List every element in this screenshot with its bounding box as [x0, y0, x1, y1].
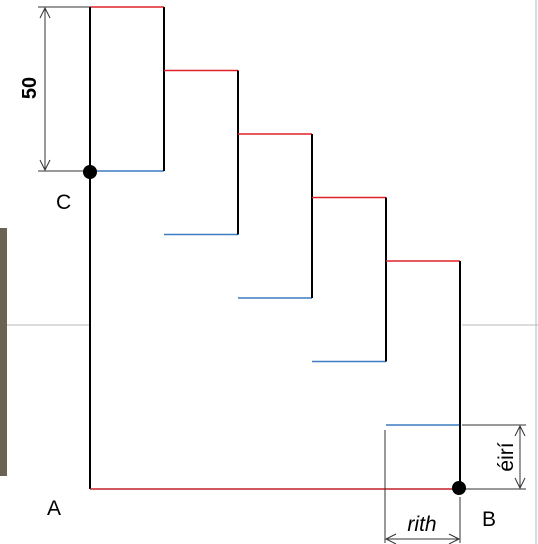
point-a-label: A	[47, 497, 61, 520]
point-b-label: B	[482, 508, 496, 531]
step-block-1	[90, 6, 165, 172]
point-c-marker	[83, 165, 97, 179]
step-block-3	[238, 133, 313, 299]
background-photo-strip	[0, 228, 7, 476]
step-block-4	[312, 196, 387, 363]
run-dimension-label: rith	[407, 513, 436, 536]
point-b-marker	[452, 481, 466, 495]
steps-group	[90, 6, 461, 489]
step-block-2	[164, 69, 239, 236]
height-dim-arrow-top	[39, 6, 51, 19]
run-dim-arrow-left	[384, 533, 397, 544]
point-c-label: C	[56, 191, 71, 214]
step-block-5	[386, 260, 461, 426]
run-dim-arrow-right	[448, 533, 461, 544]
height-dimension-label: 50	[19, 77, 41, 99]
rise-dimension-label: éirí	[495, 442, 518, 471]
height-dimension: 50	[19, 6, 90, 172]
run-dimension: rith	[384, 430, 461, 544]
rise-dim-arrow-top	[514, 424, 526, 437]
height-dim-arrow-bottom	[39, 159, 51, 172]
rise-dimension: éirí	[462, 424, 526, 490]
rise-dim-arrow-bottom	[514, 477, 526, 490]
